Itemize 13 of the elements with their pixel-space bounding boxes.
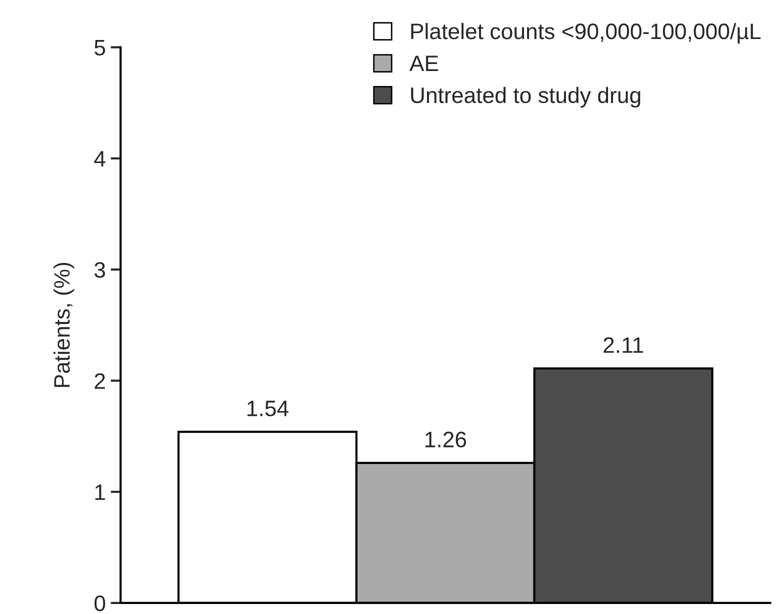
- data-label: 1.54: [248, 400, 288, 416]
- y-tick-label: 2: [94, 373, 105, 389]
- legend-label: Untreated to study drug: [411, 86, 640, 108]
- legend-label: Platelet counts <90,000-100,000/µL: [411, 22, 761, 44]
- y-tick-label: 0: [94, 595, 106, 612]
- legend-label: AE: [409, 56, 438, 71]
- y-tick-label: 3: [94, 262, 106, 278]
- y-tick-label: 4: [94, 151, 106, 166]
- y-tick-label: 5: [94, 40, 106, 56]
- y-tick-label: 1: [95, 484, 105, 500]
- data-label: 2.11: [604, 337, 644, 353]
- data-label: 1.26: [425, 432, 466, 448]
- y-axis-title: Patients, (%): [53, 262, 74, 387]
